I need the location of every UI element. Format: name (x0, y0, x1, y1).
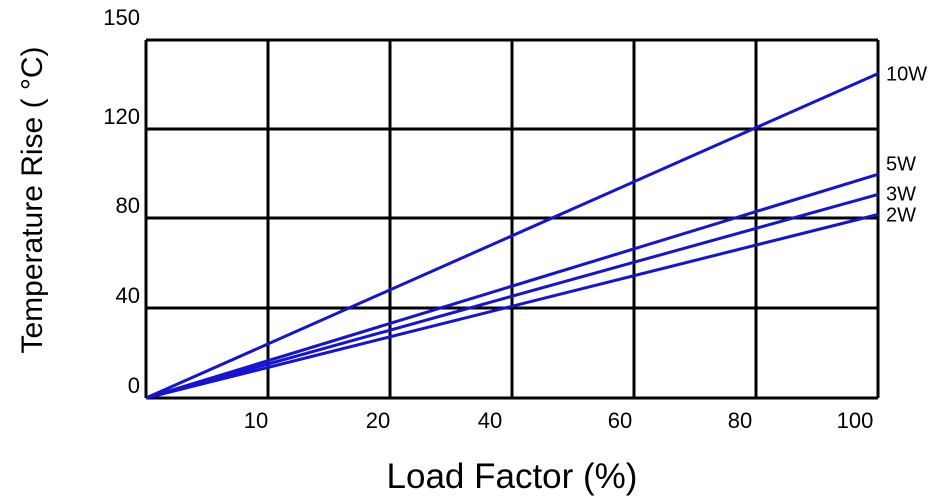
y-tick-label: 80 (116, 193, 140, 218)
x-tick-label: 20 (366, 408, 390, 433)
series-label-3w: 3W (886, 183, 916, 205)
y-tick-label: 150 (103, 5, 140, 30)
y-tick-label: 120 (103, 104, 140, 129)
y-axis-title: Temperature Rise ( °C) (16, 46, 49, 353)
y-tick-label: 40 (116, 283, 140, 308)
x-tick-label: 10 (244, 408, 268, 433)
series-label-5w: 5W (886, 153, 916, 175)
tick-labels: 10 20 40 60 80 100 0 40 80 120 150 (103, 5, 873, 433)
series-line-5w (145, 172, 879, 400)
series-line-10w (145, 72, 879, 400)
x-axis-title: Load Factor (%) (387, 457, 638, 496)
grid (144, 38, 880, 400)
x-tick-label: 40 (478, 408, 502, 433)
series-label-10w: 10W (886, 64, 927, 86)
x-tick-label: 80 (728, 408, 752, 433)
x-tick-label: 100 (837, 408, 874, 433)
series-line-2w (145, 213, 879, 400)
series-line-3w (145, 192, 879, 400)
y-tick-label: 0 (128, 373, 140, 398)
series-lines (145, 72, 879, 400)
series-label-2w: 2W (886, 205, 916, 227)
x-tick-label: 60 (608, 408, 632, 433)
